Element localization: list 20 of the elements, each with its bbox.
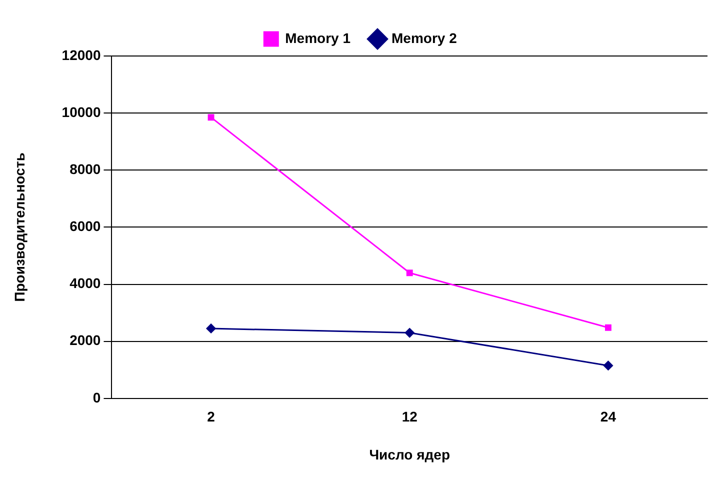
y-tick-label: 0 bbox=[92, 389, 101, 406]
x-tick-label: 2 bbox=[207, 408, 216, 425]
y-tick-label: 12000 bbox=[62, 46, 101, 63]
y-tick-label: 10000 bbox=[62, 104, 101, 120]
y-tick-label: 4000 bbox=[70, 275, 101, 292]
y-tick-label: 8000 bbox=[70, 160, 101, 177]
point bbox=[603, 360, 613, 370]
point bbox=[604, 324, 612, 331]
legend-label: Memory 1 bbox=[285, 30, 351, 46]
y-tick-label: 6000 bbox=[70, 218, 101, 234]
point bbox=[404, 328, 414, 338]
point bbox=[406, 270, 413, 276]
x-axis-title: Число ядер bbox=[369, 446, 450, 462]
legend-label: Memory 2 bbox=[392, 30, 458, 46]
y-tick-label: 2000 bbox=[70, 332, 101, 348]
point bbox=[206, 324, 216, 334]
x-tick-label: 12 bbox=[402, 408, 418, 425]
point bbox=[208, 114, 214, 121]
y-axis-title: Производительность bbox=[11, 152, 28, 302]
x-tick-label: 24 bbox=[600, 408, 616, 425]
